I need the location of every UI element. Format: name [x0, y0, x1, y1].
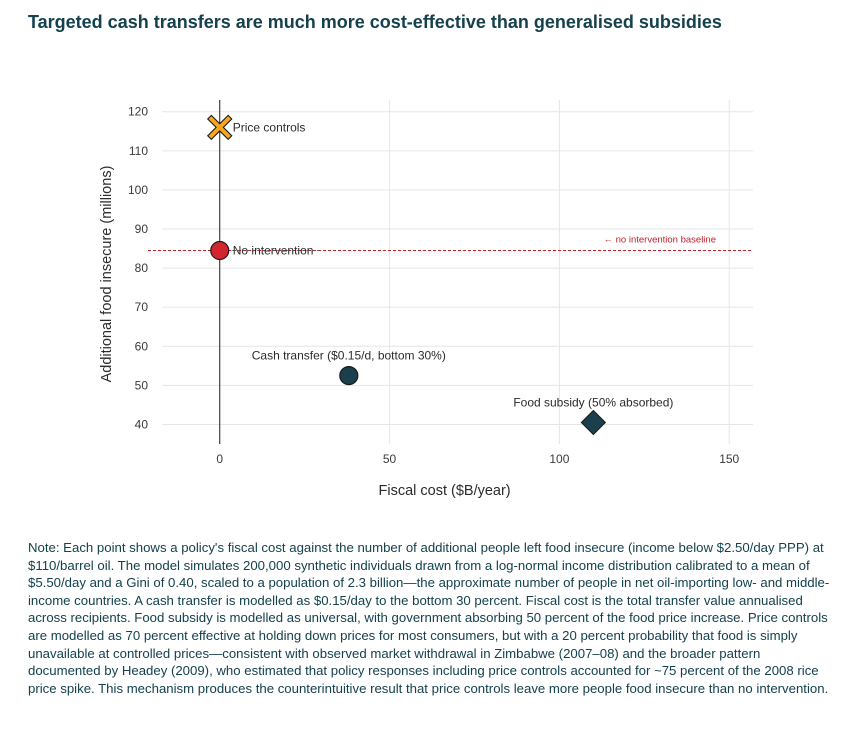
data-points	[206, 114, 607, 436]
tick-labels: 0 50 100 150 40 50 60 70 80 90 100 110 120	[128, 105, 740, 466]
reference-lines	[148, 100, 753, 444]
x-tick-label: 150	[719, 452, 739, 466]
x-axis-title: Fiscal cost ($B/year)	[378, 483, 510, 499]
point-cash-transfer	[339, 365, 359, 386]
y-tick-label: 60	[135, 339, 149, 353]
x-tick-label: 0	[216, 452, 223, 466]
point-food-subsidy	[580, 409, 607, 436]
x-tick-label: 100	[549, 452, 569, 466]
x-tick-label: 50	[383, 452, 397, 466]
y-tick-label: 40	[135, 417, 149, 431]
chart-title: Targeted cash transfers are much more co…	[28, 12, 722, 32]
y-tick-label: 50	[135, 378, 149, 392]
y-tick-label: 120	[128, 105, 148, 119]
y-tick-label: 70	[135, 300, 149, 314]
label-cash-transfer: Cash transfer ($0.15/d, bottom 30%)	[252, 349, 446, 363]
y-tick-label: 100	[128, 183, 148, 197]
baseline-label: ← no intervention baseline	[604, 235, 717, 246]
point-price-controls	[206, 114, 233, 141]
label-food-subsidy: Food subsidy (50% absorbed)	[513, 396, 673, 410]
label-price-controls: Price controls	[233, 120, 306, 134]
scatter-chart: 0 50 100 150 40 50 60 70 80 90 100 110 120 Price con…	[99, 100, 753, 499]
y-axis-title: Additional food insecure (millions)	[99, 166, 115, 383]
grid-lines	[162, 100, 753, 444]
y-tick-label: 90	[135, 222, 149, 236]
y-tick-label: 110	[129, 144, 148, 158]
point-no-intervention	[210, 240, 230, 261]
chart-note: Note: Each point shows a policy's fiscal…	[28, 540, 830, 696]
y-tick-label: 80	[135, 261, 149, 275]
